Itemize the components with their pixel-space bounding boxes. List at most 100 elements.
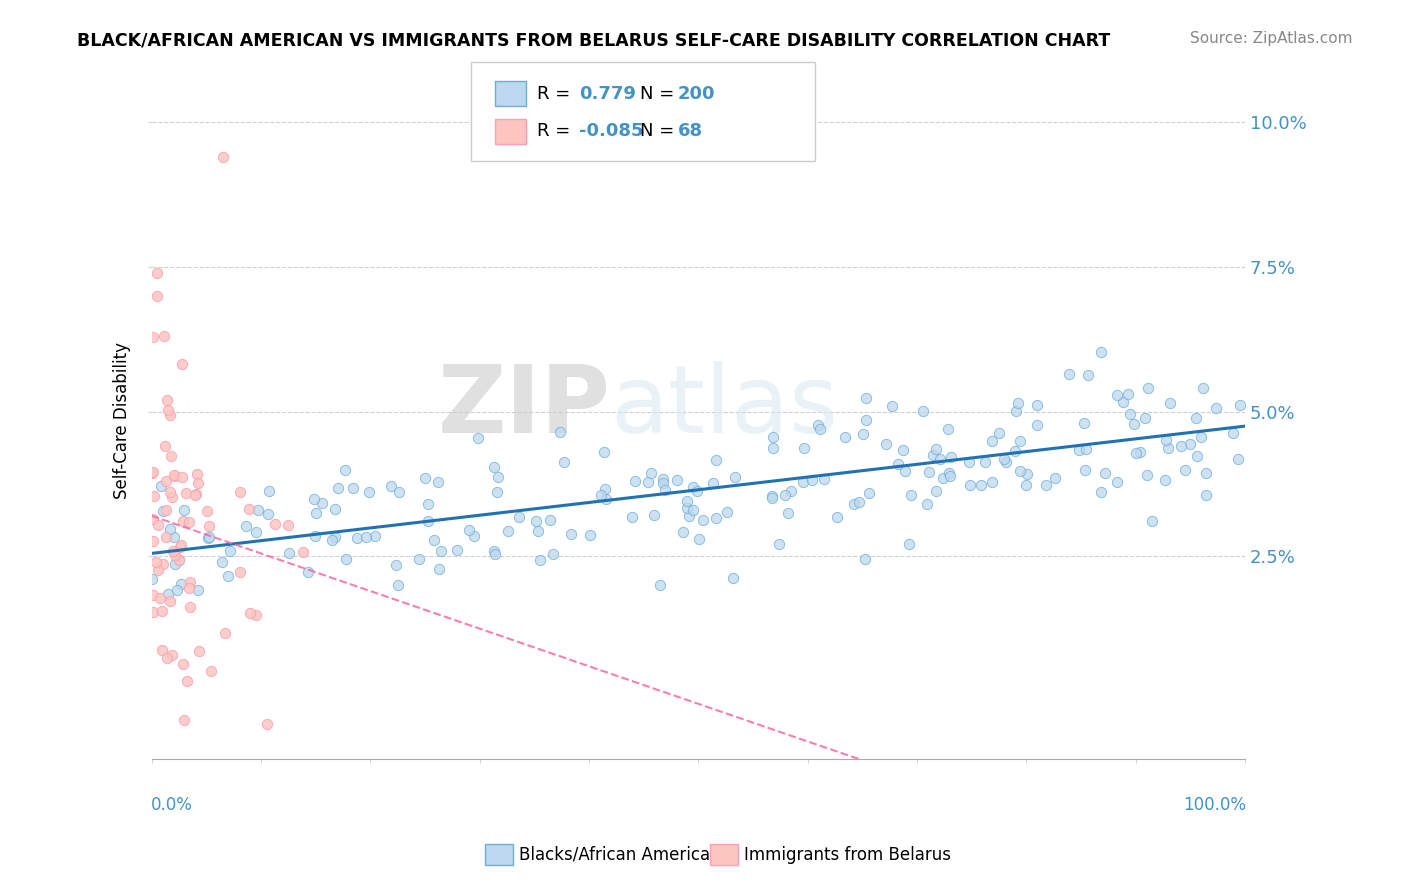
Point — [183, 488, 205, 502]
Point — [981, 475, 1004, 489]
Text: 68: 68 — [678, 122, 703, 140]
Point — [179, 515, 201, 529]
Point — [482, 544, 505, 558]
Point — [1140, 514, 1163, 528]
Text: atlas: atlas — [610, 360, 839, 453]
Point — [148, 518, 170, 533]
Point — [165, 557, 187, 571]
Point — [1189, 429, 1212, 443]
Point — [174, 485, 197, 500]
Point — [776, 506, 799, 520]
Point — [323, 502, 346, 516]
Point — [855, 413, 877, 427]
Point — [141, 573, 163, 587]
Y-axis label: Self-Care Disability: Self-Care Disability — [114, 342, 131, 499]
Point — [938, 468, 960, 483]
Point — [643, 508, 665, 522]
Point — [152, 642, 174, 657]
Point — [323, 530, 346, 544]
Point — [335, 463, 357, 477]
Point — [702, 475, 724, 490]
Point — [959, 478, 981, 492]
Point — [524, 514, 547, 528]
Point — [1122, 417, 1144, 432]
Point — [1185, 449, 1208, 463]
Point — [858, 486, 880, 500]
Point — [1090, 345, 1112, 359]
Point — [773, 488, 796, 502]
Point — [1077, 368, 1099, 382]
Point — [423, 533, 446, 548]
Text: N =: N = — [640, 85, 679, 103]
Point — [538, 513, 561, 527]
Point — [654, 483, 676, 498]
Point — [1069, 443, 1091, 458]
Point — [1125, 446, 1147, 460]
Point — [160, 450, 183, 464]
Point — [413, 471, 436, 485]
Point — [197, 519, 219, 533]
Point — [548, 425, 571, 439]
Point — [941, 450, 963, 464]
Point — [1195, 488, 1218, 502]
Point — [235, 519, 257, 533]
Point — [427, 475, 450, 489]
Point — [682, 503, 704, 517]
Point — [416, 514, 439, 528]
Point — [184, 486, 207, 500]
Point — [429, 544, 451, 558]
Point — [172, 514, 194, 528]
Point — [676, 501, 699, 516]
Point — [1015, 467, 1038, 481]
Point — [159, 485, 181, 500]
Point — [427, 562, 450, 576]
Point — [416, 498, 439, 512]
Point — [149, 591, 172, 606]
Point — [167, 553, 190, 567]
Point — [918, 465, 941, 479]
Point — [142, 589, 165, 603]
Point — [1026, 398, 1049, 412]
Point — [446, 542, 468, 557]
Point — [186, 467, 208, 482]
Point — [484, 547, 506, 561]
Point — [1107, 475, 1129, 489]
Point — [1174, 463, 1197, 477]
Point — [1195, 466, 1218, 480]
Point — [179, 574, 201, 589]
Point — [853, 552, 876, 566]
Point — [485, 485, 508, 500]
Point — [163, 469, 186, 483]
Point — [848, 495, 870, 509]
Point — [176, 673, 198, 688]
Point — [179, 582, 201, 596]
Point — [159, 522, 181, 536]
Point — [160, 490, 183, 504]
Point — [170, 357, 193, 371]
Point — [187, 475, 209, 490]
Point — [142, 605, 165, 619]
Point — [898, 537, 921, 551]
Point — [672, 524, 695, 539]
Point — [150, 605, 173, 619]
Point — [1008, 464, 1031, 478]
Point — [357, 484, 380, 499]
Point — [808, 422, 831, 436]
Point — [197, 531, 219, 545]
Point — [761, 489, 783, 503]
Point — [1205, 401, 1227, 415]
Point — [917, 497, 939, 511]
Point — [187, 582, 209, 597]
Point — [716, 505, 738, 519]
Point — [678, 509, 700, 524]
Point — [1159, 396, 1181, 410]
Point — [813, 472, 835, 486]
Point — [1026, 418, 1049, 433]
Point — [925, 484, 948, 499]
Point — [159, 594, 181, 608]
Point — [408, 551, 430, 566]
Point — [229, 566, 252, 580]
Point — [921, 448, 943, 462]
Point — [508, 510, 530, 524]
Point — [496, 524, 519, 539]
